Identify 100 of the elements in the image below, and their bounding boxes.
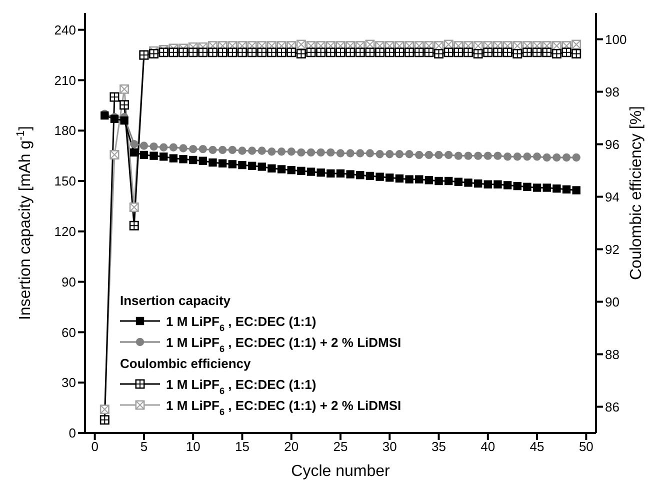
point (297, 148, 306, 157)
point (140, 142, 148, 150)
point (484, 152, 492, 160)
point (169, 143, 178, 152)
legend-label: 1 M LiPF$_{6}$ , EC:DEC (1:1) + 2 % LiDMSI (166, 335, 402, 354)
point (395, 174, 404, 183)
point (572, 153, 580, 162)
x-axis-title: Cycle number (291, 463, 391, 480)
point (150, 152, 158, 160)
point (268, 164, 276, 172)
x-tick-label: 15 (234, 439, 250, 454)
y-tick-label: 210 (54, 72, 76, 88)
point (258, 146, 266, 155)
point (188, 156, 198, 164)
x-tick-label: 30 (382, 439, 397, 454)
point (542, 153, 551, 162)
point (454, 178, 463, 186)
y-tick-label: 180 (54, 123, 76, 138)
point (198, 144, 208, 154)
point (532, 184, 542, 192)
point (306, 148, 316, 157)
point (474, 179, 482, 188)
point (238, 160, 246, 170)
point (415, 150, 424, 160)
legend-label: 1 M LiPF$_{6}$ , EC:DEC (1:1) + 2 % LiDMSI (166, 398, 402, 417)
point (188, 144, 198, 154)
point (434, 150, 443, 160)
point (532, 152, 542, 161)
point (376, 150, 384, 158)
point (356, 171, 364, 180)
point (464, 178, 472, 187)
point (572, 186, 580, 194)
point (287, 148, 296, 156)
point (395, 150, 404, 158)
legend-label: 1 M LiPF$_{6}$ , EC:DEC (1:1) (166, 314, 316, 333)
point (386, 150, 394, 158)
y-tick-label: 90 (62, 274, 76, 290)
x-tick-label: 45 (530, 439, 544, 454)
y-tick-label: 30 (62, 375, 76, 390)
point (474, 152, 482, 160)
point (494, 152, 502, 160)
point (454, 152, 463, 160)
y-tick-label: 120 (54, 224, 76, 240)
point (169, 154, 178, 162)
point (140, 150, 148, 160)
point (434, 176, 443, 186)
point (336, 149, 345, 158)
point (424, 176, 434, 184)
point (258, 162, 266, 171)
point (562, 185, 571, 194)
point (444, 176, 453, 186)
point (376, 172, 384, 181)
y-tick-label: 60 (62, 324, 76, 340)
y2-tick-label: 90 (605, 294, 620, 310)
point (316, 168, 325, 177)
annotation: Coulombic efficiency (120, 356, 252, 371)
point (306, 168, 316, 176)
y2-tick-label: 92 (605, 242, 620, 257)
x-tick-label: 5 (140, 439, 148, 454)
x-tick-label: 40 (480, 439, 496, 454)
point (503, 181, 512, 190)
point (179, 144, 188, 152)
point (424, 150, 434, 160)
point (405, 175, 414, 184)
point (179, 155, 188, 164)
y2-tick-label: 96 (605, 136, 620, 152)
point (208, 158, 217, 167)
point (228, 146, 237, 154)
y2-tick-label: 98 (605, 84, 620, 100)
point (160, 143, 168, 152)
point (366, 172, 374, 180)
point (297, 166, 306, 176)
point (277, 148, 286, 156)
point (484, 180, 492, 188)
y2-tick-label: 94 (605, 189, 620, 204)
point (346, 170, 354, 178)
legend-label: 1 M LiPF$_{6}$ , EC:DEC (1:1) (166, 377, 316, 396)
point (218, 146, 227, 154)
x-tick-label: 10 (186, 439, 200, 454)
point (366, 149, 374, 158)
point (444, 150, 453, 160)
point (248, 162, 256, 170)
point (464, 152, 472, 160)
point (552, 153, 561, 162)
point (198, 156, 208, 165)
x-tick-label: 20 (284, 439, 299, 454)
y-tick-label: 240 (54, 22, 76, 38)
y-tick-label: 150 (54, 174, 76, 189)
point (562, 153, 571, 162)
point (346, 149, 354, 158)
point (287, 166, 296, 174)
point (120, 116, 128, 125)
point (316, 148, 325, 157)
y2-axis-title: Coulombic efficiency [%] (628, 106, 645, 280)
point (542, 184, 551, 192)
point (208, 146, 217, 154)
point (130, 140, 138, 148)
point (238, 146, 246, 155)
point (494, 180, 502, 188)
annotation: Insertion capacity (120, 293, 232, 308)
